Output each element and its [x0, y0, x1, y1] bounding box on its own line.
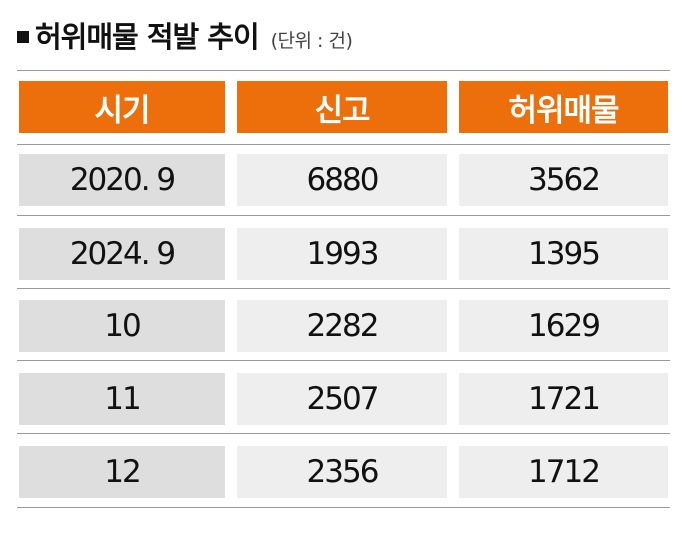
unit-note: (단위 : 건) — [270, 30, 353, 52]
row-rule — [17, 215, 670, 216]
row-rule — [17, 507, 670, 508]
period-cell: 2024. 9 — [19, 228, 225, 280]
period-cell: 12 — [19, 446, 225, 498]
false-listings-cell: 1629 — [459, 300, 668, 352]
row-rule — [17, 433, 670, 434]
header-cell-reports: 신고 — [237, 81, 447, 133]
period-cell: 10 — [19, 300, 225, 352]
row-rule — [17, 288, 670, 289]
period-cell: 2020. 9 — [19, 154, 225, 206]
false-listings-cell: 1395 — [459, 228, 668, 280]
reports-cell: 2356 — [237, 446, 447, 498]
false-listings-cell: 3562 — [459, 154, 668, 206]
reports-cell: 6880 — [237, 154, 447, 206]
title-block: 허위매물 적발 추이 (단위 : 건) — [17, 14, 353, 54]
chart-title: 허위매물 적발 추이 — [35, 20, 260, 54]
reports-cell: 2282 — [237, 300, 447, 352]
bullet-square-icon — [17, 31, 29, 43]
header-cell-false-listings: 허위매물 — [459, 81, 668, 133]
false-listings-cell: 1712 — [459, 446, 668, 498]
reports-cell: 2507 — [237, 373, 447, 425]
row-rule — [17, 360, 670, 361]
header-cell-period: 시기 — [19, 81, 225, 133]
false-listings-cell: 1721 — [459, 373, 668, 425]
header-rule — [17, 144, 670, 145]
period-cell: 11 — [19, 373, 225, 425]
top-rule — [17, 70, 670, 71]
reports-cell: 1993 — [237, 228, 447, 280]
